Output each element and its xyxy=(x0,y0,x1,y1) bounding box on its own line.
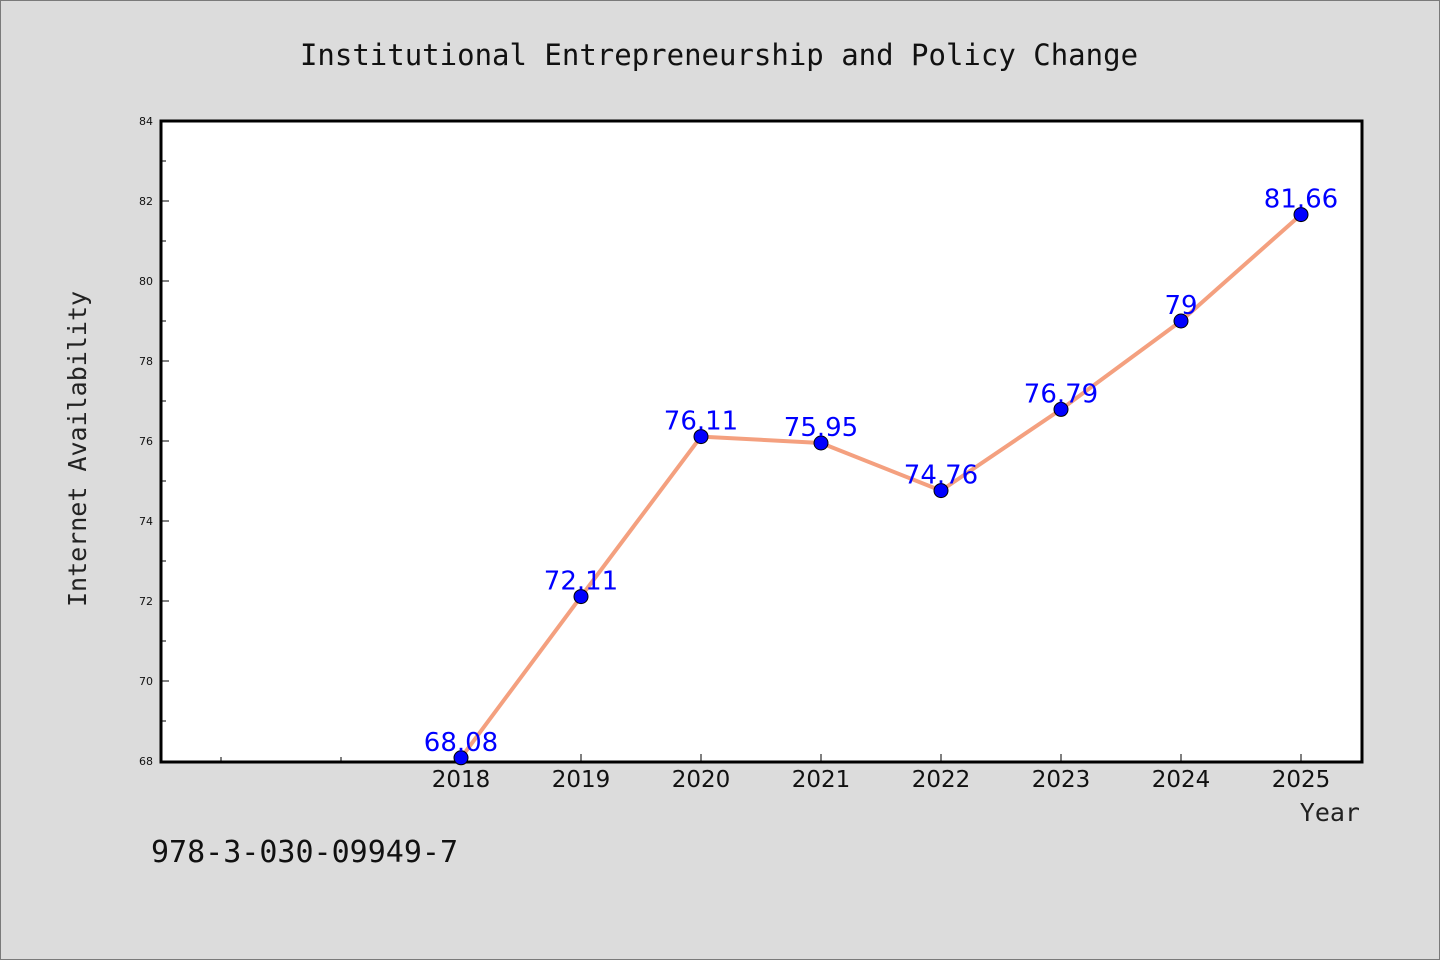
data-label: 72.11 xyxy=(544,567,618,597)
data-label: 74.76 xyxy=(904,461,978,491)
data-point-marker xyxy=(1173,313,1189,329)
y-tick-label: 82 xyxy=(139,195,153,208)
x-tick-label: 2018 xyxy=(432,767,491,793)
data-label: 76.11 xyxy=(664,407,738,437)
y-tick-label: 72 xyxy=(139,595,153,608)
y-tick-label: 84 xyxy=(139,115,153,128)
data-point-marker xyxy=(813,435,829,451)
data-point-marker xyxy=(573,589,589,605)
x-tick-label: 2023 xyxy=(1032,767,1091,793)
x-axis-label: Year xyxy=(1300,798,1360,827)
x-tick-label: 2022 xyxy=(912,767,971,793)
data-point-marker xyxy=(933,483,949,499)
chart-title: Institutional Entrepreneurship and Polic… xyxy=(300,38,1138,72)
y-tick-label: 74 xyxy=(139,515,153,528)
y-tick-label: 70 xyxy=(139,675,153,688)
y-tick-label: 80 xyxy=(139,275,153,288)
series-line xyxy=(459,212,1303,760)
data-label: 75.95 xyxy=(784,413,858,443)
series-line-group: 68.08 72.11 76.11 75.95 74.76 76.79 79 81.66 xyxy=(424,185,1338,766)
y-tick-label: 68 xyxy=(139,755,153,768)
data-label: 68.08 xyxy=(424,728,498,758)
data-label: 76.79 xyxy=(1024,379,1098,409)
data-point-marker xyxy=(1293,207,1309,223)
x-tick-label: 2019 xyxy=(552,767,611,793)
data-point-marker xyxy=(453,750,469,766)
x-tick-label: 2020 xyxy=(672,767,731,793)
y-tick-label: 78 xyxy=(139,355,153,368)
x-axis: 2018 2019 2020 2021 2022 2023 2024 2025 xyxy=(220,754,1331,793)
data-label: 79 xyxy=(1164,291,1197,321)
y-axis-label: Internet Availability xyxy=(63,291,92,607)
x-tick-label: 2025 xyxy=(1272,767,1331,793)
data-point-marker xyxy=(693,429,709,445)
x-tick-label: 2021 xyxy=(792,767,851,793)
y-axis: 68 70 72 74 76 78 80 82 84 xyxy=(139,115,169,768)
data-label: 81.66 xyxy=(1264,185,1338,215)
data-point-marker xyxy=(1053,401,1069,417)
x-tick-label: 2024 xyxy=(1152,767,1211,793)
y-tick-label: 76 xyxy=(139,435,153,448)
footer-code: 978-3-030-09949-7 xyxy=(151,835,459,870)
